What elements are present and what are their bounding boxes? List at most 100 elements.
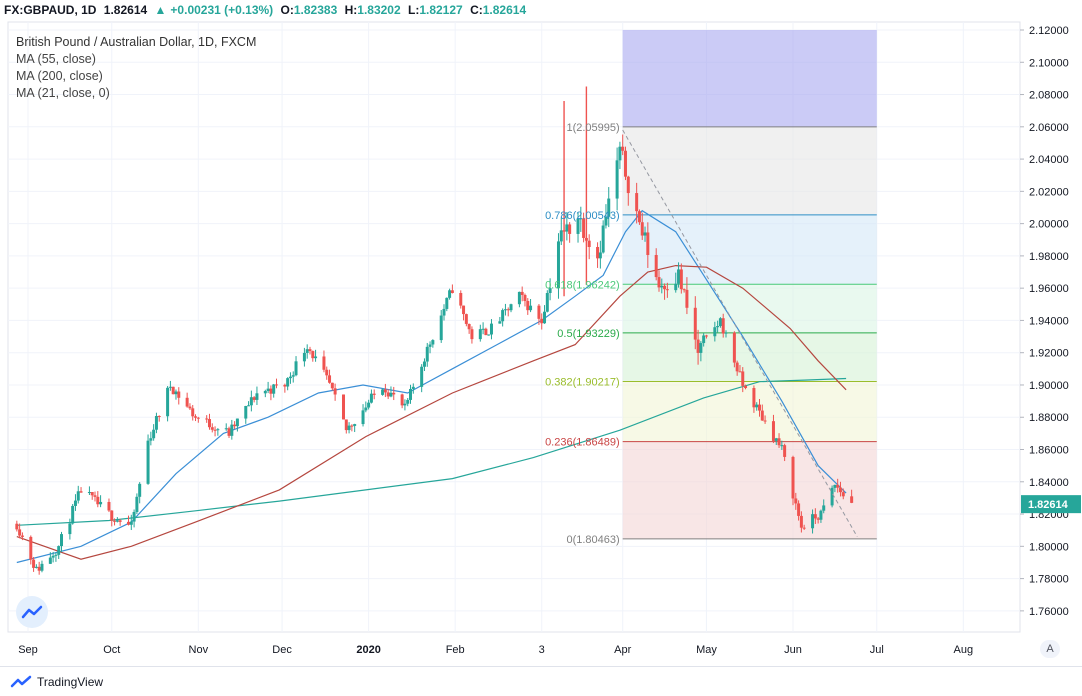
candle-body <box>819 510 823 520</box>
tradingview-watermark-icon[interactable] <box>16 596 48 628</box>
candle-body <box>484 328 488 336</box>
candle-body <box>244 405 248 419</box>
candle-body <box>836 484 840 488</box>
candle-body <box>263 390 267 394</box>
candle-body <box>235 418 239 427</box>
close-label: C: <box>470 3 483 17</box>
candle-body <box>657 277 661 288</box>
candle-body <box>386 392 390 397</box>
candle-body <box>498 321 502 324</box>
legend-title[interactable]: British Pound / Australian Dollar, 1D, F… <box>16 35 257 49</box>
candle-body <box>758 404 762 411</box>
candle-body <box>127 521 131 525</box>
x-tick-label: 3 <box>539 644 545 656</box>
candle-body <box>487 334 491 336</box>
candle-body <box>353 424 357 426</box>
y-tick-label: 2.06000 <box>1029 122 1069 134</box>
candle-body <box>741 371 745 386</box>
x-tick-label: Sep <box>18 644 38 656</box>
candle-body <box>252 397 256 400</box>
candle-body <box>188 406 192 409</box>
candle-body <box>347 425 351 431</box>
candle-body <box>520 291 524 295</box>
candle-body <box>205 418 209 420</box>
candle-body <box>392 392 396 395</box>
candle-body <box>635 193 639 212</box>
candle-body <box>732 332 736 363</box>
candle-body <box>255 393 259 400</box>
candle-body <box>755 404 759 408</box>
candle-body <box>174 391 178 395</box>
symbol-header: FX:GBPAUD, 1D 1.82614 ▲ +0.00231 (+0.13%)… <box>4 3 530 17</box>
y-tick-label: 1.86000 <box>1029 445 1069 457</box>
tradingview-brand[interactable]: TradingView <box>10 675 103 689</box>
candle-body <box>660 285 664 288</box>
candle-body <box>791 456 795 499</box>
candle-body <box>325 369 329 376</box>
candle-body <box>663 285 667 290</box>
up-arrow-icon: ▲ <box>154 3 167 17</box>
candle-body <box>249 397 253 406</box>
candle-body <box>811 514 815 529</box>
legend-ma21[interactable]: MA (21, close, 0) <box>16 86 110 100</box>
candle-body <box>369 393 373 403</box>
candle-body <box>367 402 371 408</box>
y-tick-label: 1.90000 <box>1029 380 1069 392</box>
candle-body <box>529 305 533 311</box>
candle-body <box>60 534 64 547</box>
x-tick-label: Jun <box>784 644 802 656</box>
fib-level-label: 0.5(1.93229) <box>557 328 619 340</box>
high-label: H: <box>344 3 358 17</box>
candle-body <box>721 318 725 334</box>
fib-band <box>622 441 877 539</box>
price-change: +0.00231 (+0.13%) <box>170 3 274 17</box>
candle-body <box>640 222 644 236</box>
candle-body <box>780 445 784 447</box>
candle-body <box>411 386 415 389</box>
x-tick-label: Nov <box>189 644 209 656</box>
candle-body <box>171 386 175 395</box>
candle-body <box>37 566 41 571</box>
candle-body <box>618 146 622 161</box>
candle-body <box>68 523 72 535</box>
auto-scale-button[interactable]: A <box>1040 640 1060 658</box>
candle-body <box>693 307 697 340</box>
candle-body <box>51 555 55 558</box>
chart-legend: British Pound / Australian Dollar, 1D, F… <box>16 34 256 102</box>
candle-body <box>838 487 842 493</box>
candle-body <box>654 254 658 278</box>
candle-body <box>286 378 290 387</box>
y-tick-label: 1.96000 <box>1029 283 1069 295</box>
candle-body <box>34 566 38 568</box>
legend-ma55[interactable]: MA (55, close) <box>16 52 96 66</box>
candle-body <box>132 511 136 522</box>
candle-body <box>364 407 368 411</box>
candle-body <box>157 415 161 417</box>
candle-body <box>48 557 52 564</box>
legend-ma200[interactable]: MA (200, close) <box>16 69 103 83</box>
candle-body <box>328 375 332 383</box>
open-value: 1.82383 <box>293 3 338 17</box>
candle-body <box>794 498 798 504</box>
candle-body <box>459 292 463 306</box>
candle-body <box>96 496 100 505</box>
fib-band <box>622 30 877 127</box>
candle-body <box>830 487 834 506</box>
candle-body <box>177 391 181 398</box>
fib-level-label: 0.786(2.00543) <box>545 210 620 222</box>
x-tick-label: 2020 <box>356 644 380 656</box>
candle-body <box>523 294 527 302</box>
candle-body <box>166 387 170 417</box>
candle-body <box>760 410 764 421</box>
brand-label: TradingView <box>37 675 104 689</box>
symbol-label: FX:GBPAUD, 1D <box>4 3 97 17</box>
fib-level-label: 0.382(1.90217) <box>545 376 620 388</box>
candle-body <box>283 384 287 387</box>
candle-body <box>568 224 572 234</box>
y-tick-label: 2.10000 <box>1029 57 1069 69</box>
candle-body <box>57 546 61 555</box>
candle-body <box>230 424 234 436</box>
candle-body <box>406 399 410 404</box>
candle-body <box>40 563 44 571</box>
